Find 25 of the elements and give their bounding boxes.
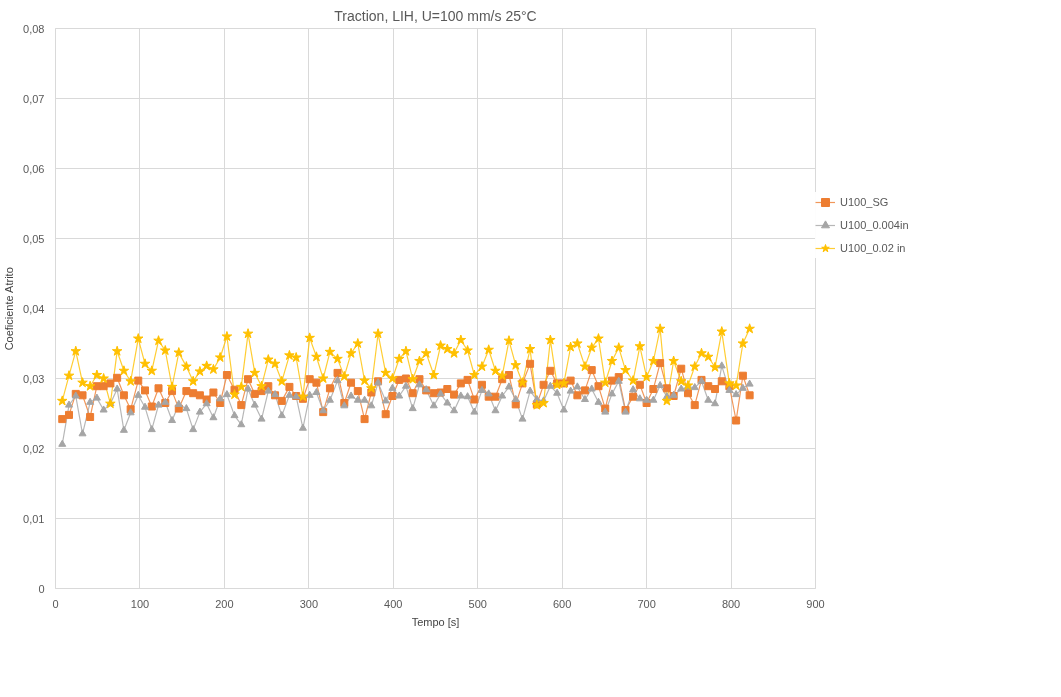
y-axis-title: Coeficiente Atrito <box>3 267 16 351</box>
y-tick-label: 0,07 <box>23 92 45 105</box>
y-tick-label: 0,06 <box>23 162 45 175</box>
y-tick-label: 0,08 <box>23 22 45 35</box>
y-tick-label: 0 <box>38 582 45 595</box>
x-axis-title: Tempo [s] <box>411 615 460 628</box>
legend-label: U100_SG <box>840 196 889 208</box>
x-tick-label: 0 <box>52 597 59 610</box>
x-tick-label: 400 <box>384 597 403 610</box>
x-tick-label: 500 <box>468 597 487 610</box>
y-tick-label: 0,05 <box>23 232 45 245</box>
x-tick-label: 300 <box>299 597 319 610</box>
x-tick-label: 700 <box>637 597 656 610</box>
y-tick-label: 0,01 <box>23 512 45 525</box>
y-tick-label: 0,03 <box>23 372 45 385</box>
chart-title: Traction, LIH, U=100 mm/s 25°C <box>334 7 537 24</box>
legend-label: U100_0.004in <box>840 219 909 231</box>
x-tick-label: 200 <box>215 597 234 610</box>
x-tick-label: 800 <box>721 597 741 610</box>
x-tick-label: 900 <box>806 597 825 610</box>
y-tick-label: 0,04 <box>23 302 45 315</box>
x-tick-label: 600 <box>552 597 572 610</box>
legend-label: U100_0.02 in <box>840 242 906 254</box>
y-tick-label: 0,02 <box>23 442 45 455</box>
x-tick-label: 100 <box>130 597 150 610</box>
